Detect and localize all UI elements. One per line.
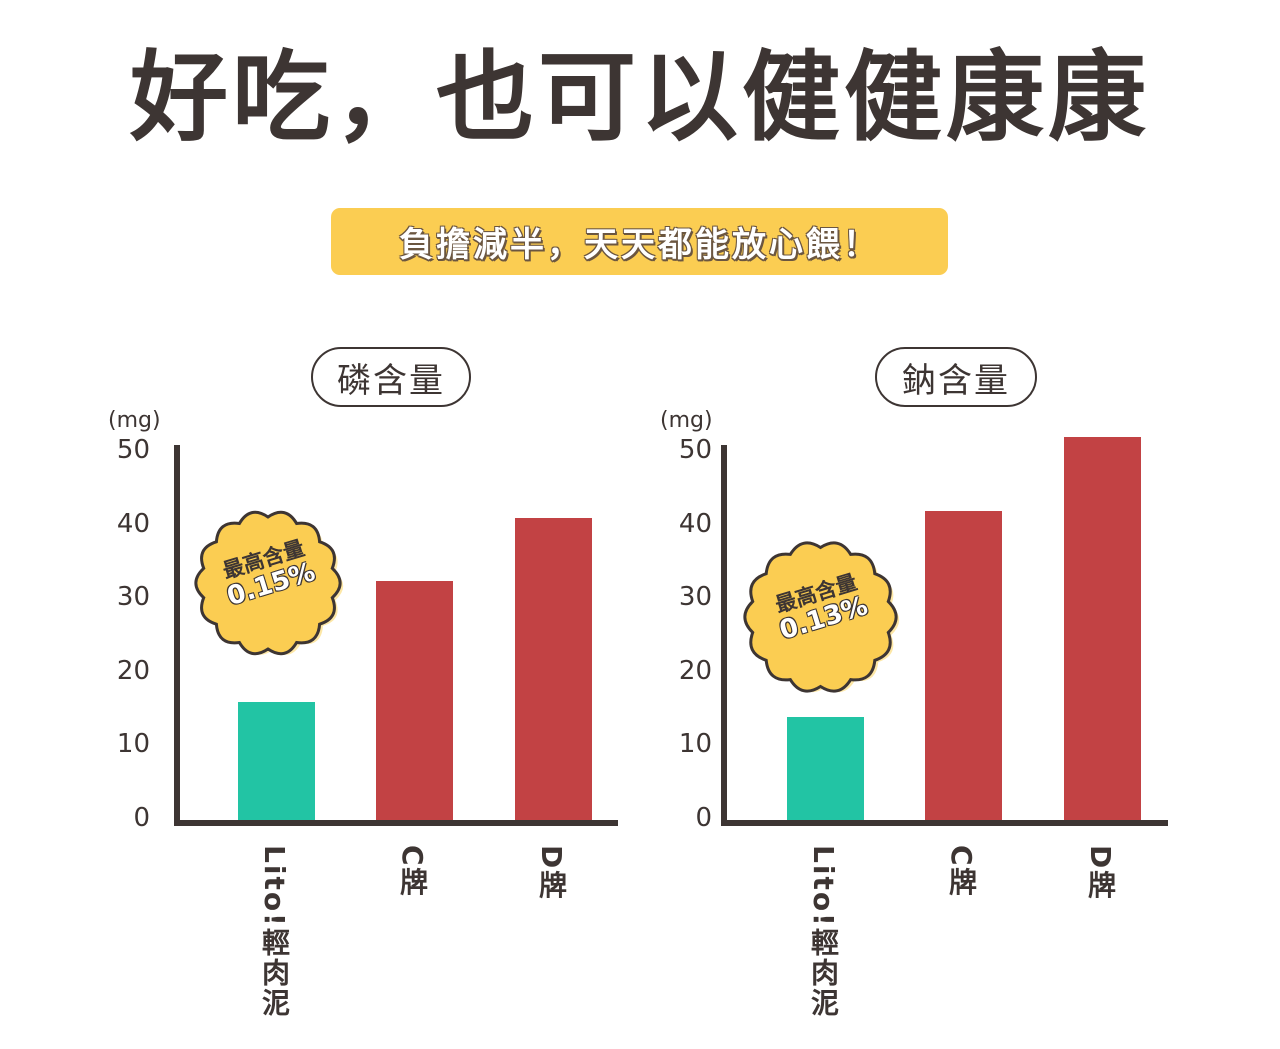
y-tick-label: 40 [116,508,150,539]
y-tick-label: 20 [116,655,150,686]
y-tick-label: 50 [678,435,712,465]
x-category-label: Lito!輕肉泥 [258,845,291,1018]
y-tick-label: 40 [678,508,712,539]
bar-lito [238,702,315,820]
x-axis-line [721,820,1168,826]
x-category-label: D牌 [535,845,568,901]
tagline-banner: 負擔減半，天天都能放心餵！ [331,208,948,275]
bar-competitor [925,510,1002,820]
chart-title: 磷含量 [311,347,471,407]
x-category-label: D牌 [1084,845,1117,901]
callout-burst-icon [743,541,900,693]
y-tick-label: 10 [116,729,150,760]
y-tick-label: 20 [678,655,712,686]
y-tick-label: 0 [133,803,150,833]
bar-lito [787,716,864,820]
y-axis-unit: (mg) [660,408,713,433]
bar-competitor [376,580,453,820]
callout-burst-icon [194,510,344,656]
y-axis-line [174,445,180,824]
y-tick-label: 50 [116,435,150,465]
x-category-label: C牌 [396,845,429,898]
y-tick-label: 10 [678,729,712,760]
tagline-text: 負擔減半，天天都能放心餵！ [399,225,880,265]
chart-title: 鈉含量 [875,347,1037,407]
y-axis-unit: (mg) [108,408,161,433]
x-category-label: C牌 [945,845,978,898]
x-category-label: Lito!輕肉泥 [807,845,840,1018]
page-title: 好吃，也可以健健康康 [129,41,1150,155]
y-tick-label: 0 [695,803,712,833]
y-tick-label: 30 [116,582,150,613]
bar-competitor [1064,437,1141,820]
bar-competitor [515,518,592,820]
y-axis-line [721,445,727,824]
x-axis-line [174,820,618,826]
y-tick-label: 30 [678,582,712,613]
